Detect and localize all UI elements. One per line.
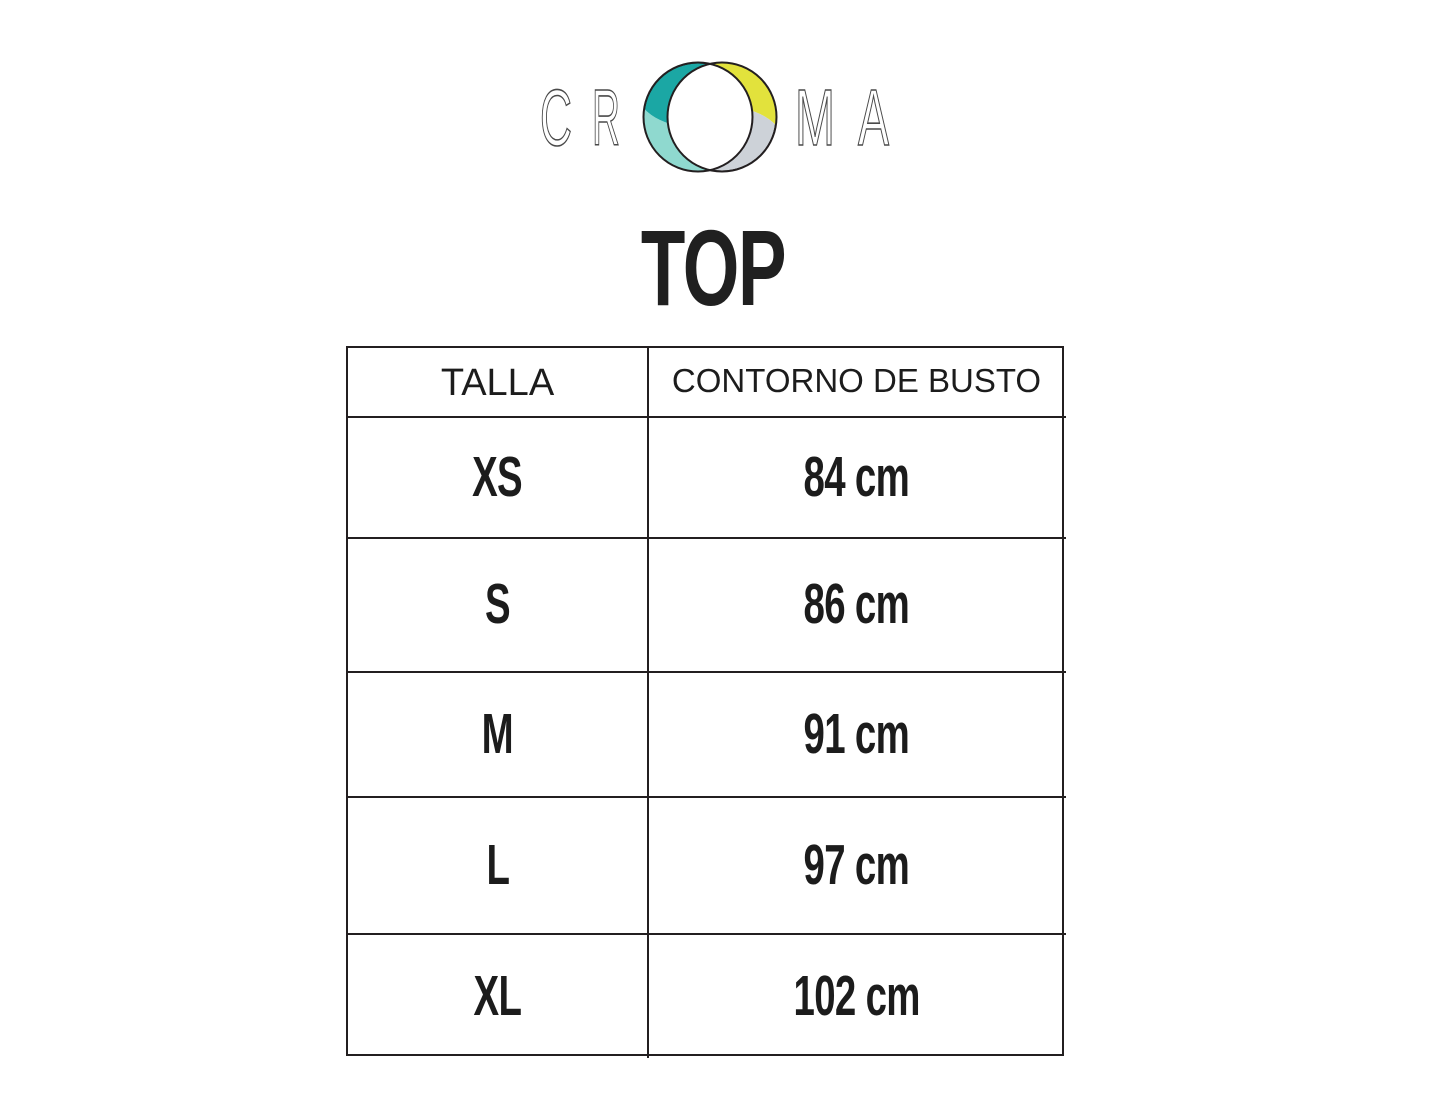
svg-text:R: R	[592, 73, 620, 162]
svg-text:M: M	[795, 73, 835, 162]
svg-text:C: C	[540, 73, 572, 162]
svg-text:A: A	[858, 73, 889, 162]
